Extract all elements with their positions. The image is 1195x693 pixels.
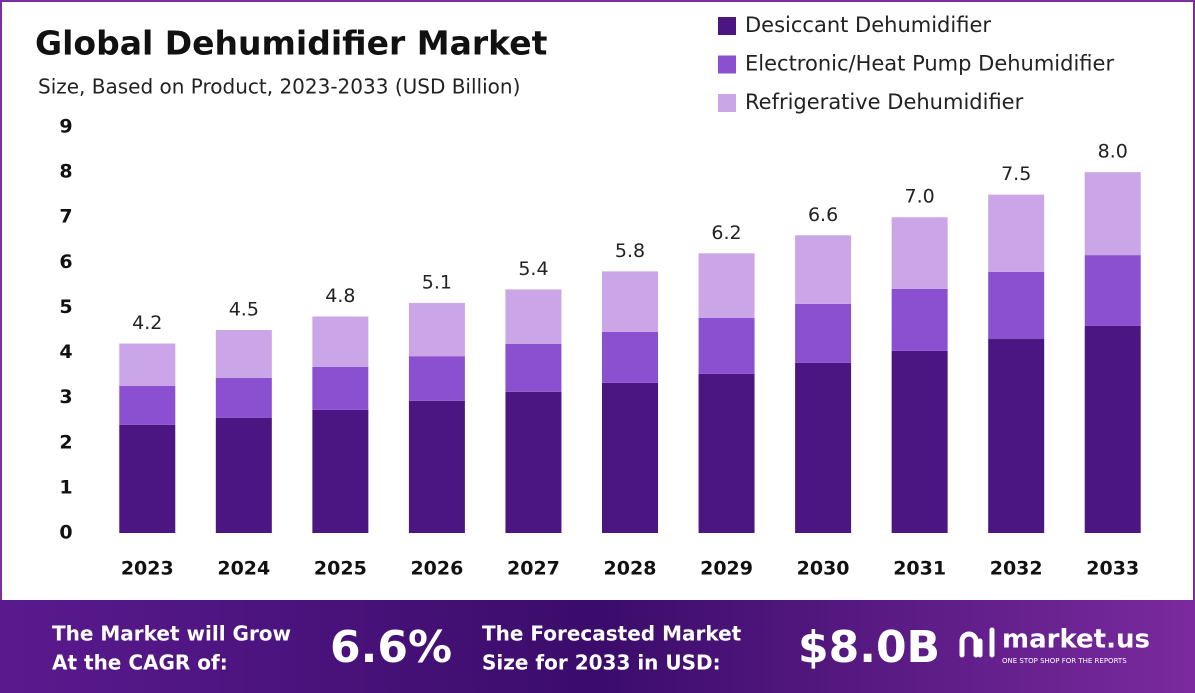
- y-tick-label: 6: [59, 251, 72, 273]
- total-label: 5.4: [518, 258, 548, 280]
- bar-segment: [119, 424, 176, 533]
- total-label: 6.2: [711, 222, 741, 244]
- legend-label: Electronic/Heat Pump Dehumidifier: [745, 52, 1114, 76]
- chart-subtitle: Size, Based on Product, 2023-2033 (USD B…: [38, 75, 520, 99]
- y-tick-label: 8: [59, 161, 72, 183]
- cagr-value: 6.6%: [330, 622, 452, 673]
- bar-segment: [408, 302, 465, 357]
- legend-label: Refrigerative Dehumidifier: [745, 90, 1024, 114]
- bar-segment: [988, 194, 1045, 272]
- x-tick-label: 2026: [410, 558, 463, 580]
- forecast-label: Size for 2033 in USD:: [482, 651, 721, 675]
- bar-segment: [1084, 255, 1141, 326]
- cagr-label: The Market will Grow: [52, 622, 291, 646]
- bar-segment: [988, 271, 1045, 340]
- brand: market.us: [1002, 625, 1150, 655]
- y-tick-label: 3: [59, 386, 72, 408]
- bar-segment: [795, 303, 852, 363]
- brand-logo: [959, 627, 995, 658]
- bar-segment: [505, 289, 562, 344]
- y-tick-label: 4: [59, 341, 72, 363]
- bar-segment: [602, 271, 658, 332]
- legend-swatch: [718, 94, 736, 112]
- total-label: 5.8: [615, 240, 645, 262]
- x-tick-label: 2023: [121, 558, 174, 580]
- cagr-label: At the CAGR of:: [52, 651, 228, 675]
- bar-segment: [891, 217, 948, 289]
- bar-segment: [408, 356, 465, 401]
- total-label: 7.5: [1001, 163, 1031, 185]
- chart-title: Global Dehumidifier Market: [35, 24, 548, 63]
- bar-segment: [408, 400, 465, 533]
- y-tick-label: 1: [59, 476, 72, 498]
- bar-segment: [312, 366, 369, 410]
- bar-segment: [505, 391, 562, 533]
- y-tick-label: 7: [59, 206, 72, 228]
- bar-segment: [698, 373, 755, 533]
- x-tick-label: 2032: [990, 558, 1043, 580]
- bar-segment: [505, 343, 562, 392]
- y-tick-label: 9: [59, 116, 72, 138]
- bar-segment: [698, 317, 755, 374]
- total-label: 4.5: [229, 299, 259, 321]
- total-label: 4.8: [325, 285, 355, 307]
- bar-segment: [215, 330, 272, 378]
- x-tick-label: 2027: [507, 558, 560, 580]
- total-label: 8.0: [1098, 141, 1128, 163]
- bar-segment: [891, 288, 948, 351]
- brand-tagline: ONE STOP SHOP FOR THE REPORTS: [1002, 657, 1127, 665]
- bar-segment: [119, 385, 176, 425]
- x-tick-label: 2030: [797, 558, 850, 580]
- bar-segment: [891, 350, 948, 533]
- total-label: 6.6: [808, 204, 838, 226]
- bar-segment: [215, 377, 272, 418]
- forecast-value: $8.0B: [798, 622, 940, 673]
- bar-segment: [698, 253, 755, 318]
- x-tick-label: 2033: [1086, 558, 1139, 580]
- x-tick-label: 2031: [893, 558, 946, 580]
- bar-segment: [119, 343, 176, 386]
- bar-segment: [988, 339, 1045, 533]
- y-tick-label: 0: [59, 522, 72, 544]
- bar-segment: [795, 362, 852, 533]
- legend-swatch: [718, 17, 736, 35]
- bar-segment: [602, 331, 658, 383]
- total-label: 5.1: [422, 271, 452, 293]
- bar-segment: [1084, 172, 1141, 256]
- x-tick-label: 2029: [700, 558, 753, 580]
- x-tick-label: 2024: [217, 558, 270, 580]
- forecast-label: The Forecasted Market: [482, 622, 742, 646]
- footer-band: [0, 600, 1195, 693]
- x-tick-label: 2028: [604, 558, 657, 580]
- bar-segment: [602, 382, 658, 533]
- bar-segment: [312, 409, 369, 533]
- total-label: 4.2: [132, 312, 162, 334]
- bar-segment: [1084, 325, 1141, 533]
- total-label: 7.0: [905, 186, 935, 208]
- x-tick-label: 2025: [314, 558, 367, 580]
- y-tick-label: 5: [59, 296, 72, 318]
- y-tick-label: 2: [59, 431, 72, 453]
- legend-swatch: [718, 55, 736, 74]
- bar-segment: [795, 235, 852, 304]
- bar-segment: [312, 316, 369, 367]
- legend-label: Desiccant Dehumidifier: [745, 13, 991, 37]
- bar-segment: [215, 417, 272, 533]
